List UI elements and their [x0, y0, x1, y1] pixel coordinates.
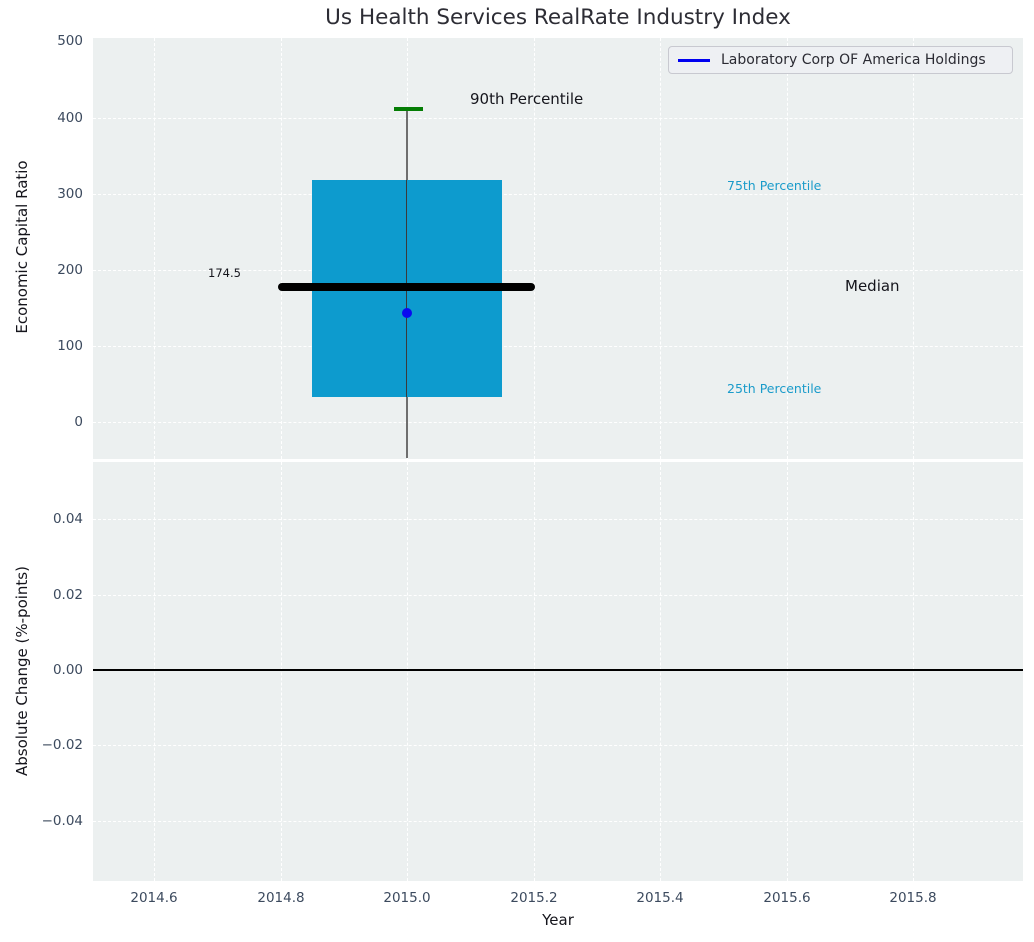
gridline [93, 270, 1023, 271]
xtick: 2015.6 [763, 890, 811, 906]
top-y-axis-label: Economic Capital Ratio [13, 160, 31, 334]
ytick-bottom: 0.04 [52, 511, 83, 527]
gridline [281, 38, 282, 459]
xtick: 2015.0 [383, 890, 431, 906]
gridline [660, 462, 661, 881]
xtick: 2014.6 [130, 890, 178, 906]
x-axis-label: Year [542, 911, 574, 929]
zero-baseline [93, 669, 1023, 671]
bottom-y-axis-label: Absolute Change (%-points) [13, 566, 31, 776]
xtick: 2015.8 [889, 890, 937, 906]
whisker-cap-90th [394, 107, 423, 111]
xtick: 2015.2 [510, 890, 558, 906]
top-panel: 90th Percentile 75th Percentile Median 2… [93, 38, 1023, 459]
ytick-bottom: 0.02 [52, 587, 83, 603]
ytick-top: 300 [57, 186, 83, 202]
ytick-top: 500 [57, 33, 83, 49]
gridline [154, 462, 155, 881]
ytick-top: 100 [57, 338, 83, 354]
annotation-median: Median [845, 277, 900, 295]
chart-title: Us Health Services RealRate Industry Ind… [325, 5, 791, 30]
annotation-25th-percentile: 25th Percentile [727, 381, 822, 396]
gridline [534, 38, 535, 459]
gridline [787, 462, 788, 881]
ytick-top: 0 [74, 414, 83, 430]
gridline [534, 462, 535, 881]
gridline [281, 462, 282, 881]
ytick-top: 200 [57, 262, 83, 278]
gridline [93, 346, 1023, 347]
gridline [660, 38, 661, 459]
gridline [93, 821, 1023, 822]
company-data-point [402, 308, 412, 318]
gridline [913, 38, 914, 459]
legend: Laboratory Corp OF America Holdings [668, 46, 1013, 74]
annotation-90th-percentile: 90th Percentile [470, 90, 584, 108]
gridline [93, 519, 1023, 520]
gridline [93, 595, 1023, 596]
gridline [154, 38, 155, 459]
gridline [407, 462, 408, 881]
annotation-median-value: 174.5 [208, 266, 241, 280]
legend-line-swatch [678, 58, 710, 62]
ytick-top: 400 [57, 110, 83, 126]
xtick: 2014.8 [257, 890, 305, 906]
gridline [913, 462, 914, 881]
ytick-bottom: 0.00 [52, 662, 83, 678]
ytick-bottom: −0.04 [41, 813, 83, 829]
gridline [93, 745, 1023, 746]
gridline [93, 118, 1023, 119]
ytick-bottom: −0.02 [41, 737, 83, 753]
gridline [787, 38, 788, 459]
gridline [93, 422, 1023, 423]
gridline [93, 194, 1023, 195]
annotation-75th-percentile: 75th Percentile [727, 178, 822, 193]
median-line [278, 283, 535, 291]
legend-label: Laboratory Corp OF America Holdings [721, 52, 986, 68]
bottom-panel [93, 462, 1023, 881]
xtick: 2015.4 [636, 890, 684, 906]
